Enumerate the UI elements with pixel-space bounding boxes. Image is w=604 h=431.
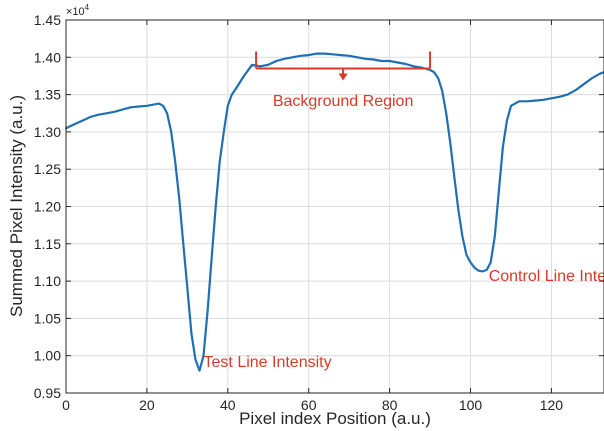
x-tick-label: 60 — [301, 397, 317, 413]
x-tick-label: 80 — [382, 397, 398, 413]
y-axis-title: Summed Pixel Intensity (a.u.) — [7, 95, 26, 317]
series-line — [64, 52, 604, 372]
control-line-label: Control Line Intensity — [489, 268, 604, 285]
background-region-label: Background Region — [273, 93, 414, 110]
y-tick-labels: 0.95 1.00 1.05 1.10 1.15 1.20 1.25 1.30 1.35 1.40… — [34, 12, 61, 401]
series-layer — [64, 52, 604, 372]
x-axis-title: Pixel index Position (a.u.) — [239, 409, 431, 428]
x-tick-labels: 0 20 40 60 80 100 120 — [62, 397, 563, 413]
y-tick-label: 0.95 — [34, 385, 61, 401]
x-tick-label: 20 — [139, 397, 155, 413]
y-exponent-label: ×104 — [66, 3, 90, 18]
y-tick-label: 1.35 — [34, 87, 61, 103]
y-tick-label: 1.30 — [34, 124, 61, 140]
y-tick-label: 1.15 — [34, 236, 61, 252]
y-tick-label: 1.40 — [34, 49, 61, 65]
x-tick-label: 0 — [62, 397, 70, 413]
x-tick-label: 120 — [540, 397, 564, 413]
plot-frame — [65, 19, 604, 394]
y-tick-label: 1.45 — [34, 12, 61, 28]
y-tick-label: 1.25 — [34, 161, 61, 177]
x-tick-label: 40 — [220, 397, 236, 413]
y-tick-label: 1.20 — [34, 199, 61, 215]
test-line-label: Test Line Intensity — [204, 354, 332, 371]
background-region-bracket — [255, 51, 432, 81]
annotations: Background Region Test Line Intensity Cont… — [204, 93, 604, 371]
y-tick-label: 1.00 — [34, 348, 61, 364]
x-tick-label: 100 — [459, 397, 483, 413]
y-tick-label: 1.05 — [34, 310, 61, 326]
y-tick-label: 1.10 — [34, 273, 61, 289]
bracket-arrowhead — [338, 73, 348, 81]
